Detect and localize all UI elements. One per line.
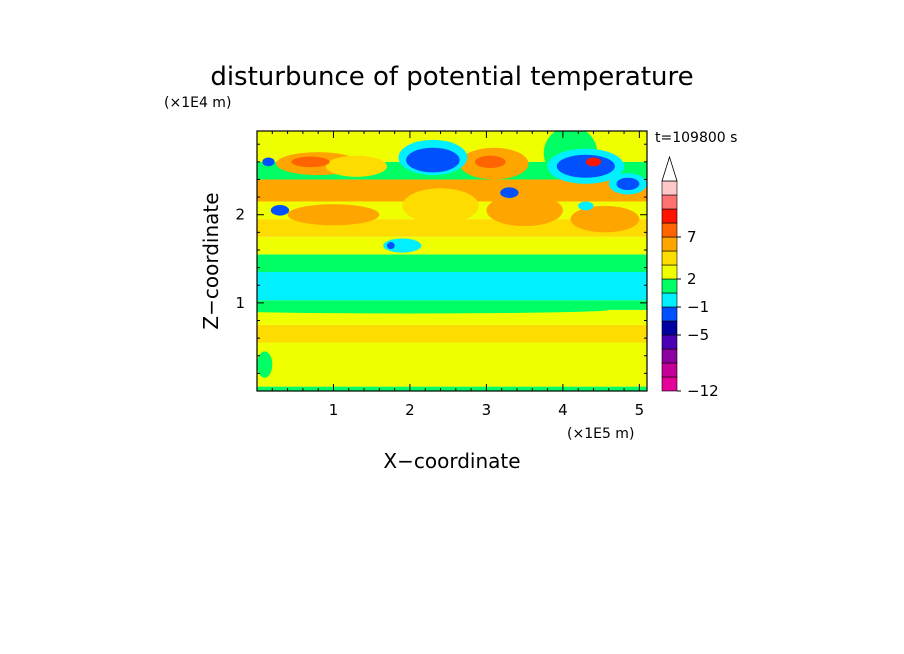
colorbar-swatch <box>661 264 678 280</box>
chart-title: disturbunce of potential temperature <box>210 62 693 92</box>
colorbar-swatch <box>661 208 678 224</box>
colorbar-swatch <box>661 334 678 350</box>
colorbar-swatch <box>661 194 678 210</box>
field-cell <box>402 188 479 224</box>
plot-area: 1 2 3 4 5 1 2 <box>235 130 648 419</box>
field-band <box>257 300 647 310</box>
colorbar-swatch <box>661 278 678 294</box>
x-tick-label: 3 <box>482 401 492 419</box>
colorbar-swatch <box>661 320 678 336</box>
plot-frame <box>256 130 648 392</box>
field-band <box>257 309 647 325</box>
x-tick-label: 5 <box>635 401 645 419</box>
field-cell <box>387 242 395 250</box>
field-band <box>257 236 647 255</box>
colorbar-extend-arrow <box>661 155 678 182</box>
field-cell <box>486 194 563 227</box>
y-tick-label: 2 <box>235 206 245 224</box>
x-tick-label: 1 <box>329 401 339 419</box>
colorbar-tick-label: −5 <box>687 326 709 344</box>
colorbar-tick-label: −1 <box>687 298 709 316</box>
field-cell <box>257 306 609 314</box>
field-cell <box>270 205 290 216</box>
field-cell <box>406 147 460 173</box>
field-cell <box>383 238 422 253</box>
colorbar-swatch <box>661 362 678 378</box>
colorbar-swatch <box>661 250 678 266</box>
colorbar-swatch <box>661 306 678 322</box>
time-label: t=109800 s <box>655 130 737 146</box>
field-band <box>257 272 647 301</box>
field-cell <box>262 157 275 167</box>
colorbar-tick-label: 2 <box>687 270 697 288</box>
y-scale-label: (×1E4 m) <box>164 95 231 111</box>
x-tick-label: 2 <box>405 401 415 419</box>
field-cell <box>474 155 506 169</box>
field-cell <box>585 157 602 167</box>
y-axis-label: Z−coordinate <box>199 192 223 329</box>
colorbar-swatch <box>661 222 678 238</box>
colorbar-swatch <box>661 180 678 196</box>
colorbar: −12−5−127 <box>661 155 719 400</box>
field-cell <box>257 351 273 378</box>
colorbar-swatch <box>661 348 678 364</box>
colorbar-swatch <box>661 236 678 252</box>
x-tick-label: 4 <box>558 401 568 419</box>
field-band <box>257 386 647 391</box>
colorbar-tick-label: −12 <box>687 382 719 400</box>
y-tick-label: 1 <box>235 294 245 312</box>
field-cell <box>287 204 380 226</box>
field-cell <box>578 201 594 211</box>
field-cell <box>500 187 519 198</box>
field-band <box>257 254 647 273</box>
field-band <box>257 324 647 343</box>
field-cell <box>291 156 330 168</box>
x-scale-label: (×1E5 m) <box>567 426 634 442</box>
colorbar-swatch <box>661 376 678 392</box>
x-axis-label: X−coordinate <box>383 449 520 473</box>
colorbar-tick-label: 7 <box>687 228 697 246</box>
colorbar-swatch <box>661 292 678 308</box>
field-cell <box>570 205 640 233</box>
field-cell <box>556 154 615 178</box>
field-cell <box>325 155 388 177</box>
field-band <box>257 342 647 387</box>
field-cell <box>616 177 640 191</box>
